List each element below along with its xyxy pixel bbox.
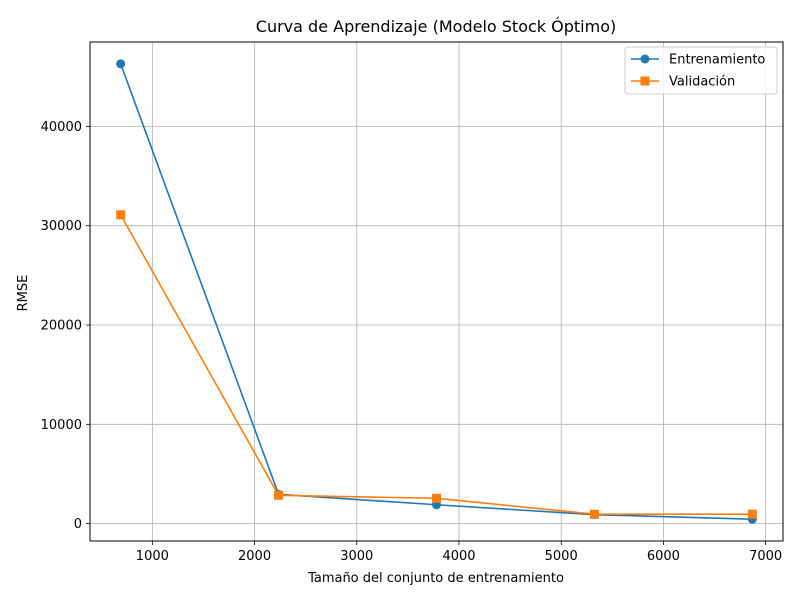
plot-frame: [89, 41, 784, 542]
y-tick-label: 10000: [41, 418, 82, 433]
x-tick-label: 2000: [238, 549, 271, 564]
legend-label: Validación: [669, 75, 735, 90]
legend-box: [624, 46, 778, 95]
x-tick-label: 6000: [647, 549, 680, 564]
x-tick-label: 3000: [340, 549, 373, 564]
legend-marker: [640, 76, 650, 86]
data-point: [747, 509, 757, 519]
x-tick-label: 5000: [545, 549, 578, 564]
x-tick-label: 1000: [136, 549, 169, 564]
series-2: [116, 210, 757, 519]
x-axis-title: Tamaño del conjunto de entrenamiento: [307, 571, 564, 586]
series-1: [116, 59, 757, 524]
data-point: [432, 493, 441, 503]
x-tick-label: 7000: [749, 549, 782, 564]
plot-series: [116, 59, 757, 524]
legend: Entrenamiento Validación: [624, 46, 778, 95]
data-point: [589, 509, 599, 519]
legend-label: Entrenamiento: [669, 53, 765, 68]
x-tick-label: 4000: [442, 549, 475, 564]
axis-ticks: 1000 2000 3000 4000 5000 6000 7000 0 10000 20000 3…: [41, 120, 783, 564]
grid: [90, 42, 783, 541]
series-line: [119, 214, 753, 515]
chart-title: Curva de Aprendizaje (Modelo Stock Óptim…: [256, 17, 616, 36]
legend-marker: [640, 54, 650, 64]
y-tick-label: 40000: [41, 120, 82, 135]
y-tick-label: 0: [74, 517, 82, 532]
series-line: [119, 63, 753, 520]
y-tick-label: 20000: [41, 319, 82, 334]
data-point: [116, 210, 126, 220]
y-axis-title: RMSE: [16, 275, 31, 312]
data-point: [274, 490, 284, 500]
data-point: [116, 59, 126, 69]
y-tick-label: 30000: [41, 219, 82, 234]
